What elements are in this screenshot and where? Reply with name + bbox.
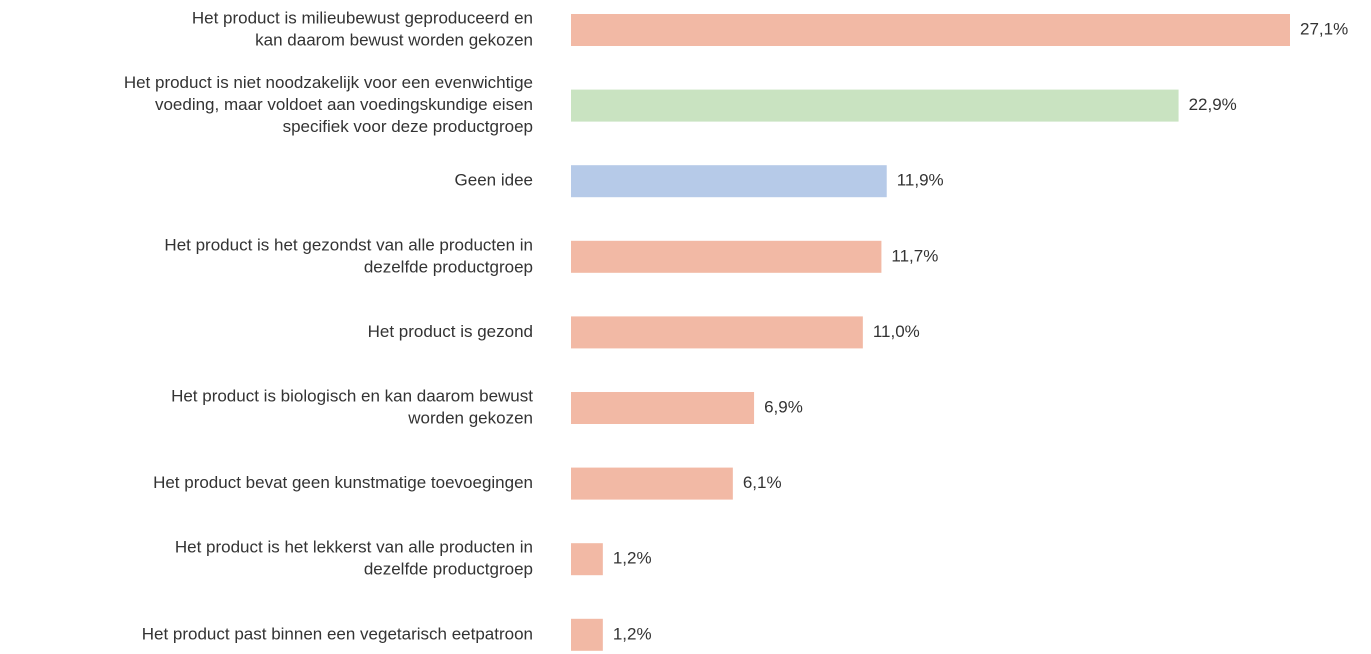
bar [571, 14, 1290, 46]
category-label: Geen idee [455, 171, 533, 190]
value-label: 1,2% [613, 624, 652, 643]
category-label: Het product is milieubewust geproduceerd… [192, 8, 533, 27]
category-label: Het product is het lekkerst van alle pro… [175, 538, 533, 557]
category-label: Het product is gezond [368, 322, 533, 341]
bar [571, 240, 882, 273]
category-label: Het product is het gezondst van alle pro… [164, 235, 533, 254]
category-label: specifiek voor deze productgroep [283, 117, 533, 136]
bar [571, 316, 863, 349]
value-label: 11,0% [873, 322, 920, 341]
category-label: Het product is niet noodzakelijk voor ee… [124, 73, 533, 92]
category-label: kan daarom bewust worden gekozen [255, 30, 533, 49]
category-label: dezelfde productgroep [364, 257, 533, 276]
bar [571, 392, 755, 424]
value-label: 6,9% [764, 397, 803, 416]
bar [571, 89, 1179, 122]
bar [571, 165, 887, 198]
category-label: dezelfde productgroep [364, 560, 533, 579]
value-label: 22,9% [1189, 95, 1237, 114]
value-label: 11,7% [891, 246, 938, 265]
bar [571, 467, 733, 500]
category-label: worden gekozen [407, 408, 533, 427]
category-label: voeding, maar voldoet aan voedingskundig… [155, 95, 533, 114]
value-label: 6,1% [743, 473, 782, 492]
category-label: Het product is biologisch en kan daarom … [171, 386, 533, 405]
value-label: 1,2% [613, 549, 652, 568]
value-label: 27,1% [1300, 19, 1348, 38]
category-label: Het product past binnen een vegetarisch … [142, 624, 533, 643]
bar [571, 543, 603, 576]
category-label: Het product bevat geen kunstmatige toevo… [153, 473, 533, 492]
bar [571, 618, 603, 651]
value-label: 11,9% [897, 171, 944, 190]
